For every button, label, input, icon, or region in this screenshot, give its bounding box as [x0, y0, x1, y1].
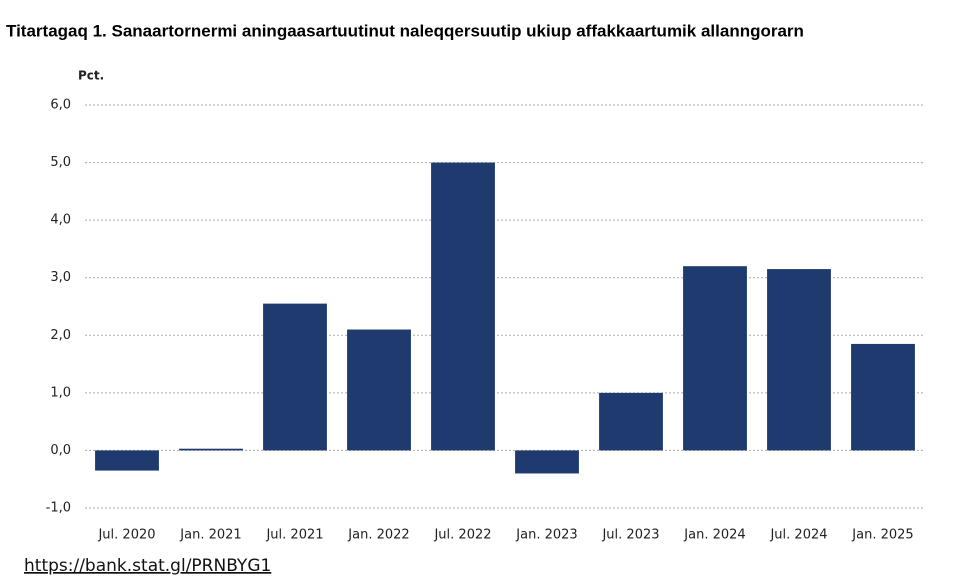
x-tick-label: Jul. 2020 [97, 528, 155, 543]
x-tick-label: Jan. 2021 [179, 528, 241, 543]
x-tick-label: Jul. 2021 [265, 528, 323, 543]
bar [851, 343, 915, 451]
chart-title: Titartagaq 1. Sanaartornermi aningaasart… [6, 21, 804, 40]
bar [179, 448, 243, 451]
y-tick-label: 4,0 [50, 213, 71, 228]
source-link[interactable]: https://bank.stat.gl/PRNBYG1 [24, 556, 271, 576]
x-tick-label: Jan. 2025 [851, 528, 913, 543]
bar [767, 269, 831, 451]
y-tick-label: 1,0 [50, 385, 71, 400]
x-tick-label: Jul. 2024 [769, 528, 827, 543]
x-tick-label: Jul. 2023 [601, 528, 659, 543]
bar [599, 392, 663, 451]
x-tick-label: Jan. 2022 [347, 528, 409, 543]
bar [683, 266, 747, 451]
y-tick-label: 5,0 [50, 155, 71, 170]
y-tick-label: 6,0 [50, 98, 71, 113]
x-tick-label: Jan. 2024 [683, 528, 745, 543]
y-tick-label: 0,0 [50, 443, 71, 458]
bar [95, 450, 159, 471]
y-tick-label: -1,0 [46, 501, 71, 516]
bar [347, 329, 411, 451]
bar [263, 303, 327, 451]
y-tick-label: 2,0 [50, 328, 71, 343]
x-tick-label: Jul. 2022 [433, 528, 491, 543]
bar [515, 450, 579, 474]
bar [431, 162, 495, 451]
y-tick-label: 3,0 [50, 270, 71, 285]
x-tick-label: Jan. 2023 [515, 528, 577, 543]
y-axis-label: Pct. [78, 69, 104, 83]
